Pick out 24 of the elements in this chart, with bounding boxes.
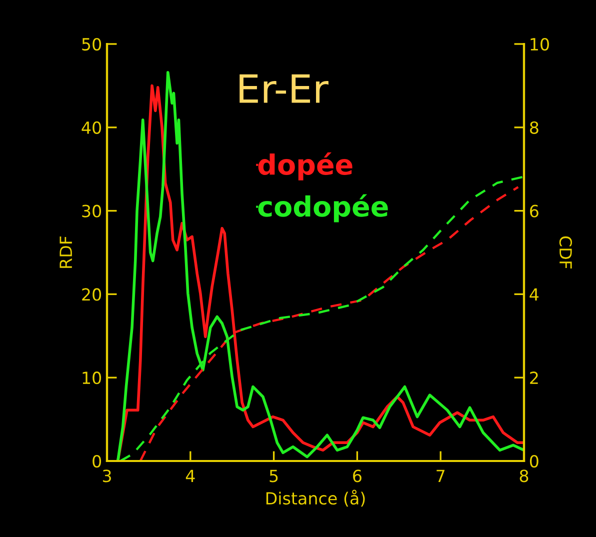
x-tick-label: 7 bbox=[436, 470, 444, 482]
y-tick-label: 50 bbox=[82, 38, 102, 51]
legend-label: dopée bbox=[258, 152, 352, 180]
y2-axis-title: CDF bbox=[559, 236, 572, 269]
y2-tick-label: 0 bbox=[530, 454, 538, 468]
y-tick-label: 40 bbox=[82, 121, 102, 134]
y2-tick-label: 2 bbox=[530, 372, 538, 384]
text: Er-Er bbox=[240, 74, 328, 103]
y2-tick-label: 8 bbox=[530, 121, 538, 134]
x-tick-label: 8 bbox=[520, 470, 528, 482]
y-axis-title: RDF bbox=[60, 236, 72, 268]
y-tick-label: 20 bbox=[82, 288, 102, 301]
y2-tick-label: 6 bbox=[530, 204, 538, 218]
x-tick-label: 6 bbox=[353, 470, 362, 482]
y2-tick-label: 10 bbox=[530, 38, 549, 51]
y-tick-label: 30 bbox=[82, 204, 102, 218]
x-tick-label: 4 bbox=[186, 470, 195, 482]
x-tick-label: 5 bbox=[270, 470, 278, 482]
x-tick-label: 3 bbox=[102, 470, 111, 482]
legend-label: codopée bbox=[258, 194, 388, 222]
y2-tick-label: 4 bbox=[530, 288, 539, 301]
x-axis-title: Distance (å) bbox=[266, 490, 365, 507]
y-tick-label: 10 bbox=[82, 372, 102, 384]
y-tick-label: 0 bbox=[92, 454, 102, 468]
